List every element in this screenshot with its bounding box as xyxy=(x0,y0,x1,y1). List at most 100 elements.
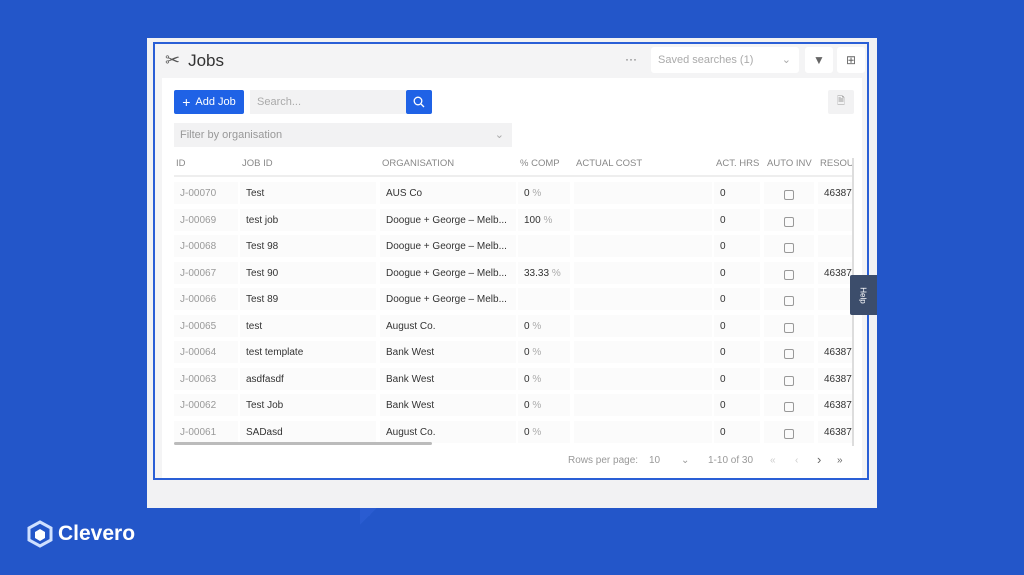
auto-invoice-checkbox[interactable] xyxy=(784,269,794,280)
auto-invoice-checkbox[interactable] xyxy=(784,375,794,386)
saved-searches-select[interactable]: Saved searches (1) ⌄ xyxy=(651,47,799,73)
auto-inv-cell xyxy=(764,235,814,257)
search-input[interactable]: Search... xyxy=(250,90,406,114)
previous-page-icon[interactable]: ‹ xyxy=(795,455,799,466)
jobs-window: ✂ Jobs ··· Saved searches (1) ⌄ ▼ ⊞ + Add … xyxy=(153,42,869,480)
jobs-table: ID JOB ID ORGANISATION % COMP ACTUAL COST ACT… xyxy=(174,158,854,444)
percent-cell: 100 % xyxy=(518,208,570,231)
percent-value: 0 xyxy=(524,320,530,332)
add-job-button[interactable]: + Add Job xyxy=(174,90,244,114)
search-button[interactable] xyxy=(406,90,432,114)
column-header[interactable]: RESOU xyxy=(820,158,854,169)
actual-cost-cell xyxy=(574,182,712,204)
more-options-button[interactable]: ··· xyxy=(625,52,637,66)
percent-cell: 0 % xyxy=(518,420,570,443)
cell: 46387 xyxy=(818,367,854,390)
column-header[interactable]: ID xyxy=(176,158,186,169)
cell: Bank West xyxy=(380,341,516,363)
column-header[interactable]: ACTUAL COST xyxy=(576,158,643,169)
cell: 0 xyxy=(714,261,760,284)
help-tab[interactable]: Help xyxy=(850,275,877,315)
column-header[interactable]: AUTO INV xyxy=(767,158,812,169)
cell: J-00063 xyxy=(174,367,238,390)
brand-name: Clevero xyxy=(58,522,136,545)
table-row[interactable]: J-00061 SADasd August Co. 0 % 0 46387 xyxy=(174,419,854,445)
percent-cell xyxy=(518,288,570,310)
filter-button[interactable]: ▼ xyxy=(805,47,833,73)
table-row[interactable]: J-00062 Test Job Bank West 0 % 0 46387 xyxy=(174,392,854,418)
percent-value: 0 xyxy=(524,400,530,411)
cell: test job xyxy=(240,208,376,231)
auto-invoice-checkbox[interactable] xyxy=(784,402,794,412)
table-row[interactable]: J-00067 Test 90 Doogue + George – Melb... 3… xyxy=(174,260,854,286)
cell xyxy=(818,288,854,310)
first-page-icon[interactable]: « xyxy=(770,455,776,466)
auto-invoice-checkbox[interactable] xyxy=(784,322,794,333)
auto-inv-cell xyxy=(764,288,814,310)
percent-cell: 33.33 % xyxy=(518,261,570,284)
percent-value: 0 xyxy=(524,373,530,385)
auto-invoice-checkbox[interactable] xyxy=(784,243,794,253)
percent-sign: % xyxy=(532,320,542,332)
grid-icon: ⊞ xyxy=(845,53,857,67)
jobs-card: + Add Job Search... 🗎 Filter by organisat… xyxy=(162,78,862,478)
table-row[interactable]: J-00063 asdfasdf Bank West 0 % 0 46387 xyxy=(174,366,854,392)
auto-invoice-checkbox[interactable] xyxy=(784,428,794,439)
percent-value: 0 xyxy=(524,347,530,358)
organisation-filter-select[interactable]: Filter by organisation ⌄ xyxy=(174,123,512,147)
next-page-icon[interactable]: › xyxy=(817,452,822,467)
cell: J-00062 xyxy=(174,394,238,416)
column-header[interactable]: % COMP xyxy=(520,158,560,169)
actual-cost-cell xyxy=(574,394,712,416)
percent-cell: 0 % xyxy=(518,182,570,204)
auto-inv-cell xyxy=(764,341,814,363)
rows-per-page-label: Rows per page: xyxy=(568,455,639,466)
chevron-down-icon[interactable]: ⌄ xyxy=(681,455,690,466)
column-header[interactable]: JOB ID xyxy=(242,158,273,169)
page-title: Jobs xyxy=(188,50,225,70)
export-button[interactable]: 🗎 xyxy=(828,90,854,114)
cell: J-00070 xyxy=(174,182,238,204)
cell: Test xyxy=(240,182,376,204)
auto-inv-cell xyxy=(764,314,814,337)
cell: Bank West xyxy=(380,394,516,416)
last-page-icon[interactable]: » xyxy=(837,455,843,466)
percent-value: 33.33 xyxy=(524,267,550,279)
column-header[interactable]: ACT. HRS xyxy=(716,158,760,169)
cell: 0 xyxy=(714,341,760,363)
auto-invoice-checkbox[interactable] xyxy=(784,216,794,227)
cell: AUS Co xyxy=(380,182,516,204)
auto-invoice-checkbox[interactable] xyxy=(784,349,794,359)
cell: J-00065 xyxy=(174,314,238,337)
column-header[interactable]: ORGANISATION xyxy=(382,158,455,169)
cell: test template xyxy=(240,341,376,363)
cell: Test 89 xyxy=(240,288,376,310)
table-row[interactable]: J-00069 test job Doogue + George – Melb...… xyxy=(174,207,854,233)
filter-icon: ▼ xyxy=(813,53,825,67)
table-row[interactable]: J-00068 Test 98 Doogue + George – Melb... 0 xyxy=(174,233,854,259)
cell: Test 90 xyxy=(240,261,376,284)
rows-per-page-select[interactable]: 10 xyxy=(649,455,661,466)
percent-cell: 0 % xyxy=(518,341,570,363)
cell: J-00069 xyxy=(174,208,238,231)
clevero-logo: Clevero xyxy=(27,520,135,548)
cell: 0 xyxy=(714,235,760,257)
help-label: Help xyxy=(858,286,868,304)
auto-invoice-checkbox[interactable] xyxy=(784,190,794,200)
plus-icon: + xyxy=(182,94,191,110)
table-row[interactable]: J-00066 Test 89 Doogue + George – Melb... 0 xyxy=(174,286,854,312)
percent-sign: % xyxy=(532,426,542,438)
layout-button[interactable]: ⊞ xyxy=(837,47,865,73)
chevron-down-icon: ⌄ xyxy=(494,129,504,141)
cell: J-00068 xyxy=(174,235,238,257)
actual-cost-cell xyxy=(574,367,712,390)
table-row[interactable]: J-00070 Test AUS Co 0 % 0 46387 xyxy=(174,180,854,206)
table-row[interactable]: J-00065 test August Co. 0 % 0 xyxy=(174,313,854,339)
cell: test xyxy=(240,314,376,337)
table-row[interactable]: J-00064 test template Bank West 0 % 0 46387 xyxy=(174,339,854,365)
actual-cost-cell xyxy=(574,341,712,363)
cell: August Co. xyxy=(380,314,516,337)
horizontal-scrollbar[interactable] xyxy=(174,442,432,445)
auto-invoice-checkbox[interactable] xyxy=(784,296,794,306)
cell: 46387 xyxy=(818,341,854,363)
